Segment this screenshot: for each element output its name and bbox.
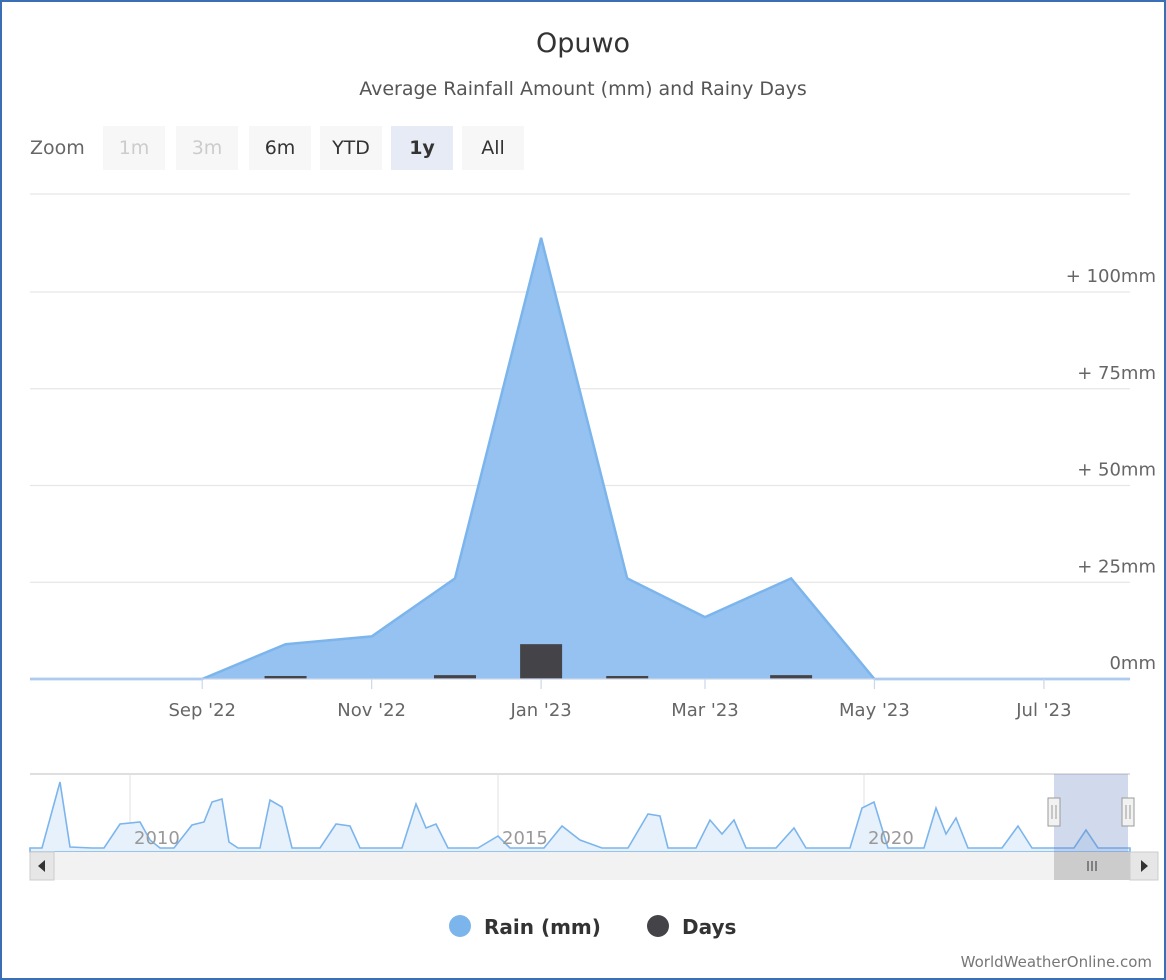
x-tick-label: May '23 — [839, 700, 910, 721]
navigator-year-label: 2015 — [502, 828, 548, 849]
navigator[interactable]: 2010 2015 2020 — [29, 773, 1135, 853]
legend-symbol-rain — [449, 915, 471, 937]
scrollbar[interactable] — [29, 851, 1159, 881]
y-tick-label: + 75mm — [1077, 363, 1156, 384]
navigator-selection-mask[interactable] — [1054, 774, 1128, 852]
navigator-left-handle[interactable] — [1047, 797, 1061, 827]
legend-label-days: Days — [682, 915, 736, 939]
legend-symbol-days — [647, 915, 669, 937]
chart-subtitle: Average Rainfall Amount (mm) and Rainy D… — [359, 78, 807, 100]
navigator-year-label: 2010 — [134, 828, 180, 849]
axis-layer: 0mm + 25mm + 50mm + 75mm + 100mm Sep '22 Nov '… — [30, 266, 1156, 721]
navigator-series-line — [29, 781, 1131, 853]
zoom-1m-button[interactable]: 1m — [103, 126, 165, 170]
x-tick-label: Nov '22 — [337, 700, 406, 721]
legend-label-rain: Rain (mm) — [484, 915, 601, 939]
legend-item-days[interactable]: Days — [647, 915, 736, 939]
legend: Rain (mm) Days — [449, 915, 736, 939]
days-bars-layer — [264, 644, 813, 679]
x-tick-label: Sep '22 — [168, 700, 236, 721]
days-bar[interactable] — [264, 676, 307, 679]
chart-title: Opuwo — [535, 28, 631, 59]
rain-area[interactable] — [30, 237, 1130, 680]
y-tick-label: 0mm — [1109, 653, 1156, 674]
grip-icon — [1087, 861, 1097, 871]
zoom-all-button[interactable]: All — [462, 126, 524, 170]
scrollbar-track[interactable] — [30, 852, 1158, 880]
days-bar[interactable] — [606, 676, 649, 679]
days-bar[interactable] — [770, 675, 813, 679]
x-tick-label: Mar '23 — [671, 700, 739, 721]
days-bar[interactable] — [520, 644, 563, 679]
zoom-3m-button[interactable]: 3m — [176, 126, 238, 170]
navigator-right-handle[interactable] — [1121, 797, 1135, 827]
navigator-year-label: 2020 — [868, 828, 914, 849]
credit-link[interactable]: WorldWeatherOnline.com — [960, 953, 1152, 971]
legend-item-rain[interactable]: Rain (mm) — [449, 915, 601, 939]
zoom-1y-button[interactable]: 1y — [391, 126, 453, 170]
zoom-6m-button[interactable]: 6m — [249, 126, 311, 170]
rain-area-layer — [30, 237, 1130, 681]
days-bar[interactable] — [434, 675, 476, 679]
zoom-ytd-button[interactable]: YTD — [320, 126, 382, 170]
triangle-left-icon — [38, 860, 45, 872]
zoom-label: Zoom — [30, 137, 85, 159]
y-tick-label: + 25mm — [1077, 556, 1156, 577]
y-tick-label: + 100mm — [1066, 266, 1156, 287]
triangle-right-icon — [1141, 860, 1148, 872]
x-tick-label: Jul '23 — [1015, 700, 1071, 721]
y-tick-label: + 50mm — [1077, 460, 1156, 481]
x-tick-label: Jan '23 — [509, 700, 571, 721]
